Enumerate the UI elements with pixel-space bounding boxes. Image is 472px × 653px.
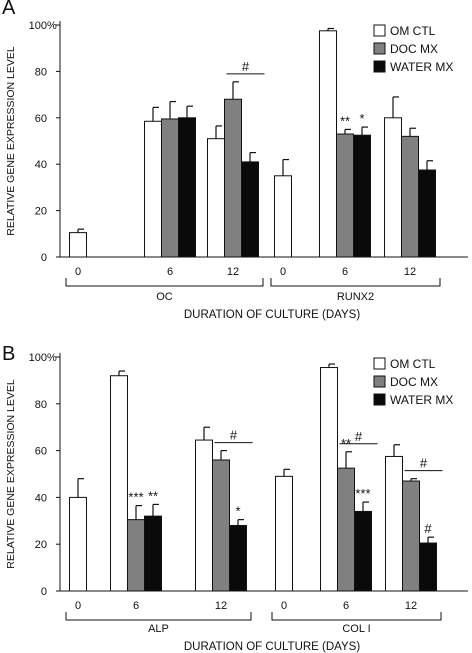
- y-tick-label: 0: [41, 586, 47, 598]
- y-tick-label: 60: [35, 446, 47, 458]
- y-tick-label: 80: [35, 399, 47, 411]
- legend-label: DOC MX: [390, 375, 438, 389]
- y-tick-label: 40: [35, 159, 47, 171]
- legend-swatch: [373, 375, 386, 388]
- day-tick-label: 12: [404, 266, 416, 278]
- significance-label: #: [424, 521, 432, 536]
- y-tick-percent: %: [47, 20, 57, 32]
- bar-col-i-day0-s0: [275, 475, 293, 592]
- group-label: ALP: [148, 623, 169, 635]
- x-axis-label: DURATION OF CULTURE (DAYS): [184, 309, 361, 321]
- comparison-label: #: [230, 428, 238, 443]
- panel-label: B: [2, 343, 15, 365]
- y-tick-label: 20: [35, 539, 47, 551]
- comparison-label: #: [355, 429, 363, 444]
- significance-label: *: [359, 111, 364, 126]
- bar-runx2-day6-s1: [336, 133, 354, 258]
- bar-runx2-day12-s2: [418, 169, 436, 258]
- day-tick-label: 0: [75, 266, 81, 278]
- significance-label: ***: [128, 490, 143, 505]
- legend-label: WATER MX: [390, 393, 453, 407]
- bar-runx2-day6-s2: [353, 134, 371, 258]
- bar-alp-day12-s1: [212, 459, 230, 592]
- bar-runx2-day0-s0: [274, 175, 292, 258]
- day-tick-label: 0: [281, 600, 287, 612]
- bar-col-i-day6-s2: [354, 510, 372, 592]
- y-tick-label: 20: [35, 206, 47, 218]
- bar-runx2-day12-s1: [401, 135, 419, 258]
- group-bracket: [65, 278, 264, 287]
- bar-oc-day0-s0: [69, 232, 87, 258]
- bar-alp-day6-s0: [110, 375, 128, 592]
- y-tick-label: 80: [35, 66, 47, 78]
- legend-label: WATER MX: [390, 60, 453, 74]
- bar-alp-day12-s0: [195, 439, 213, 592]
- y-axis-label: RELATIVE GENE EXPRESSION LEVEL: [5, 46, 17, 236]
- legend-label: OM CTL: [390, 357, 436, 371]
- y-tick-percent: %: [47, 352, 57, 364]
- y-tick-label: 0: [41, 252, 47, 264]
- bar-col-i-day6-s1: [337, 467, 355, 592]
- group-label: RUNX2: [337, 291, 374, 303]
- group-label: COL I: [342, 623, 370, 635]
- legend-swatch: [373, 60, 386, 73]
- group-bracket: [271, 612, 442, 621]
- day-tick-label: 12: [215, 600, 227, 612]
- day-tick-label: 6: [343, 600, 349, 612]
- significance-label: ***: [355, 486, 370, 501]
- x-axis-label: DURATION OF CULTURE (DAYS): [184, 641, 361, 653]
- bar-oc-day12-s2: [241, 161, 259, 258]
- group-bracket: [270, 278, 441, 287]
- legend-swatch: [373, 357, 386, 370]
- bar-oc-day6-s1: [161, 118, 179, 258]
- significance-label: *: [235, 504, 240, 519]
- group-bracket: [65, 612, 252, 621]
- bar-alp-day12-s2: [229, 524, 247, 592]
- y-tick-label: 40: [35, 492, 47, 504]
- panel-label: A: [2, 0, 16, 19]
- legend-swatch: [373, 42, 386, 55]
- legend-label: OM CTL: [390, 24, 436, 38]
- day-tick-label: 6: [167, 266, 173, 278]
- day-tick-label: 0: [280, 266, 286, 278]
- y-tick-label: 100: [29, 20, 47, 32]
- y-tick-label: 100: [29, 352, 47, 364]
- significance-label: **: [340, 113, 350, 128]
- bar-oc-day6-s0: [144, 120, 162, 258]
- bar-runx2-day12-s0: [384, 117, 402, 258]
- bar-col-i-day12-s0: [385, 455, 403, 592]
- day-tick-label: 0: [75, 600, 81, 612]
- comparison-label: #: [242, 59, 250, 74]
- bar-alp-day0-s0: [69, 496, 87, 592]
- bar-alp-day6-s1: [127, 519, 145, 592]
- legend-swatch: [373, 24, 386, 37]
- bar-col-i-day6-s0: [320, 367, 338, 592]
- comparison-label: #: [420, 456, 428, 471]
- day-tick-label: 6: [342, 266, 348, 278]
- bar-col-i-day12-s2: [419, 542, 437, 592]
- y-tick-label: 60: [35, 113, 47, 125]
- day-tick-label: 12: [227, 266, 239, 278]
- day-tick-label: 12: [405, 600, 417, 612]
- legend-swatch: [373, 393, 386, 406]
- bar-oc-day6-s2: [178, 117, 196, 258]
- legend-label: DOC MX: [390, 42, 438, 56]
- bar-oc-day12-s1: [224, 98, 242, 258]
- day-tick-label: 6: [133, 600, 139, 612]
- significance-label: **: [148, 488, 158, 503]
- bar-alp-day6-s2: [144, 515, 162, 592]
- group-label: OC: [156, 291, 173, 303]
- bar-oc-day12-s0: [207, 138, 225, 258]
- bar-runx2-day6-s0: [319, 30, 337, 258]
- y-axis-label: RELATIVE GENE EXPRESSION LEVEL: [5, 379, 17, 569]
- bar-col-i-day12-s1: [402, 480, 420, 592]
